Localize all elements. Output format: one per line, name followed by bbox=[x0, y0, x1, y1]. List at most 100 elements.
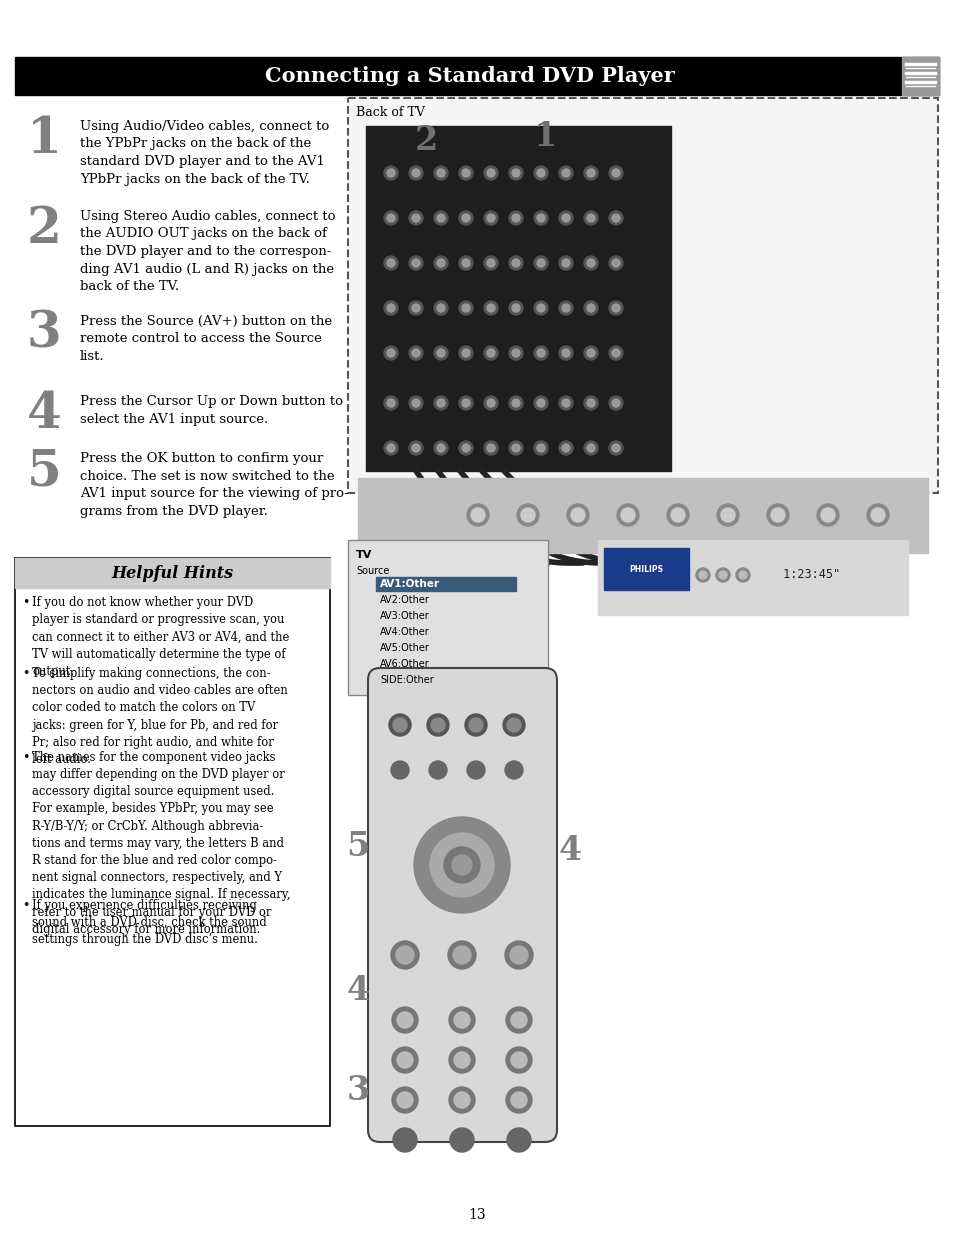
Circle shape bbox=[430, 832, 494, 897]
Circle shape bbox=[384, 301, 397, 315]
Circle shape bbox=[483, 211, 497, 225]
Circle shape bbox=[558, 396, 573, 410]
Circle shape bbox=[387, 214, 395, 222]
Text: AV3:Other: AV3:Other bbox=[379, 611, 429, 621]
Text: 5: 5 bbox=[27, 447, 61, 496]
Bar bbox=[603, 548, 688, 590]
Circle shape bbox=[409, 396, 422, 410]
Circle shape bbox=[666, 504, 688, 526]
Text: AV1:Other: AV1:Other bbox=[379, 579, 439, 589]
Bar bbox=[598, 540, 907, 615]
Circle shape bbox=[436, 445, 444, 452]
Circle shape bbox=[409, 441, 422, 454]
Circle shape bbox=[436, 350, 444, 357]
Bar bbox=[375, 577, 516, 592]
Circle shape bbox=[558, 441, 573, 454]
Circle shape bbox=[520, 508, 535, 522]
Bar bbox=[15, 558, 330, 588]
Circle shape bbox=[821, 508, 834, 522]
Text: The names for the component video jacks
may differ depending on the DVD player o: The names for the component video jacks … bbox=[32, 751, 291, 936]
Text: •: • bbox=[22, 899, 30, 911]
Circle shape bbox=[512, 304, 519, 312]
Circle shape bbox=[608, 396, 622, 410]
Text: •: • bbox=[22, 597, 30, 609]
Circle shape bbox=[396, 1011, 413, 1028]
Circle shape bbox=[409, 346, 422, 359]
Circle shape bbox=[537, 304, 544, 312]
Circle shape bbox=[458, 346, 473, 359]
Circle shape bbox=[571, 508, 584, 522]
Text: Back of TV: Back of TV bbox=[355, 106, 424, 119]
Circle shape bbox=[412, 445, 419, 452]
Bar bbox=[348, 98, 937, 493]
Circle shape bbox=[392, 1087, 417, 1113]
Circle shape bbox=[469, 718, 482, 732]
Text: Helpful Hints: Helpful Hints bbox=[111, 564, 233, 582]
Text: Using Stereo Audio cables, connect to
the AUDIO OUT jacks on the back of
the DVD: Using Stereo Audio cables, connect to th… bbox=[80, 210, 335, 293]
Circle shape bbox=[696, 568, 709, 582]
Circle shape bbox=[436, 259, 444, 267]
Circle shape bbox=[486, 399, 495, 408]
Circle shape bbox=[770, 508, 784, 522]
Circle shape bbox=[583, 396, 598, 410]
Text: Using Audio/Video cables, connect to
the YPbPr jacks on the back of the
standard: Using Audio/Video cables, connect to the… bbox=[80, 120, 329, 185]
Circle shape bbox=[717, 504, 739, 526]
Circle shape bbox=[434, 346, 448, 359]
Circle shape bbox=[389, 714, 411, 736]
Circle shape bbox=[412, 304, 419, 312]
Circle shape bbox=[512, 169, 519, 177]
Circle shape bbox=[512, 445, 519, 452]
Circle shape bbox=[486, 214, 495, 222]
Circle shape bbox=[384, 256, 397, 270]
Circle shape bbox=[612, 399, 619, 408]
Circle shape bbox=[504, 941, 533, 969]
Circle shape bbox=[464, 714, 486, 736]
Circle shape bbox=[617, 504, 639, 526]
Circle shape bbox=[816, 504, 838, 526]
Circle shape bbox=[458, 165, 473, 180]
Circle shape bbox=[412, 399, 419, 408]
Circle shape bbox=[461, 259, 470, 267]
Circle shape bbox=[512, 259, 519, 267]
Text: 2: 2 bbox=[27, 205, 61, 254]
Circle shape bbox=[509, 165, 522, 180]
Circle shape bbox=[393, 718, 407, 732]
Circle shape bbox=[620, 508, 635, 522]
Circle shape bbox=[384, 165, 397, 180]
Circle shape bbox=[412, 259, 419, 267]
Circle shape bbox=[534, 396, 547, 410]
Circle shape bbox=[612, 445, 619, 452]
Circle shape bbox=[392, 1007, 417, 1032]
Circle shape bbox=[384, 346, 397, 359]
Bar bbox=[15, 57, 938, 95]
Circle shape bbox=[612, 350, 619, 357]
Circle shape bbox=[505, 1047, 532, 1073]
Circle shape bbox=[454, 1011, 470, 1028]
Circle shape bbox=[509, 256, 522, 270]
Circle shape bbox=[558, 346, 573, 359]
Text: 1:23:45": 1:23:45" bbox=[775, 568, 840, 582]
Circle shape bbox=[483, 346, 497, 359]
Circle shape bbox=[434, 211, 448, 225]
Circle shape bbox=[461, 304, 470, 312]
Circle shape bbox=[537, 259, 544, 267]
Circle shape bbox=[384, 441, 397, 454]
Circle shape bbox=[409, 301, 422, 315]
Circle shape bbox=[387, 259, 395, 267]
Text: Press the Cursor Up or Down button to
select the AV1 input source.: Press the Cursor Up or Down button to se… bbox=[80, 395, 343, 426]
Circle shape bbox=[384, 211, 397, 225]
Circle shape bbox=[583, 165, 598, 180]
Circle shape bbox=[870, 508, 884, 522]
Circle shape bbox=[586, 259, 595, 267]
Circle shape bbox=[739, 571, 746, 579]
Circle shape bbox=[509, 301, 522, 315]
Circle shape bbox=[509, 211, 522, 225]
Circle shape bbox=[454, 1092, 470, 1108]
Circle shape bbox=[509, 346, 522, 359]
Circle shape bbox=[458, 256, 473, 270]
Circle shape bbox=[534, 165, 547, 180]
Circle shape bbox=[453, 946, 471, 965]
Circle shape bbox=[467, 761, 484, 779]
Text: If you experience difficulties receiving
sound with a DVD disc, check the sound
: If you experience difficulties receiving… bbox=[32, 899, 267, 946]
Text: 1: 1 bbox=[534, 120, 558, 152]
